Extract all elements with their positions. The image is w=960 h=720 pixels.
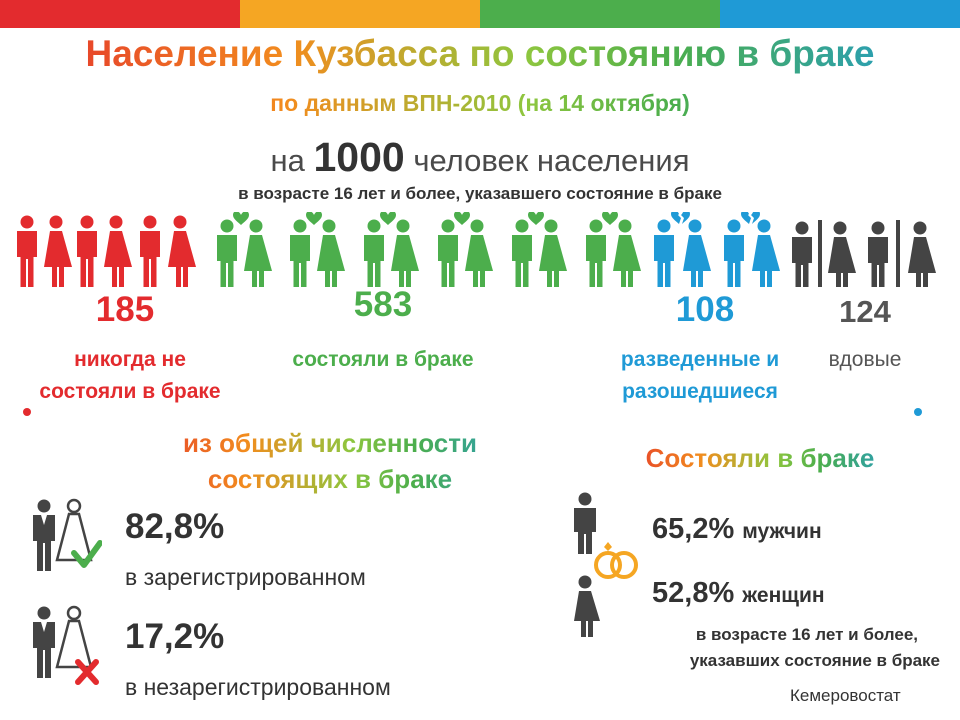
couple-heart-icon: [586, 212, 641, 287]
man-icon: [77, 215, 97, 287]
page-title: Население Кузбасса по состоянию в браке: [0, 33, 960, 75]
age-note: в возрасте 16 лет и более, указавшего со…: [238, 184, 722, 203]
married-label: состояли в браке: [292, 348, 474, 371]
source-label: Кемеровостат: [790, 686, 901, 705]
widowed-value: 124: [839, 294, 891, 329]
registered-label: в зарегистрированном: [125, 564, 366, 590]
man-icon: [17, 215, 37, 287]
never-married-value: 185: [95, 290, 155, 329]
couple-heart-icon: [512, 212, 567, 287]
women-value: 52,8%: [652, 577, 735, 609]
top-color-stripe: [0, 0, 960, 28]
unregistered-couple-icon: [33, 605, 99, 685]
page-subtitle: по данным ВПН-2010 (на 14 октября): [0, 90, 960, 117]
never-married-icons: [17, 215, 196, 287]
married-share-title: из общей численности состоящих в браке: [120, 425, 540, 497]
couple-heart-icon: [438, 212, 493, 287]
stripe-blue: [720, 0, 960, 28]
people-icons-row: [17, 212, 936, 287]
rings-icon: [594, 542, 638, 579]
ever-married-note-line1: в возрасте 16 лет и более,: [695, 625, 918, 644]
per-suffix: человек населения: [413, 143, 690, 178]
divorced-label: разведенные и разошедшиеся: [590, 344, 810, 408]
women-stat: 52,8% женщин: [652, 577, 825, 610]
divorced-couple-icon: [654, 212, 711, 287]
married-share-title-line1: из общей численности: [183, 428, 477, 458]
per-thousand-line: на 1000 человек населения: [0, 134, 960, 181]
unregistered-value: 17,2%: [125, 617, 225, 656]
woman-icon: [168, 215, 196, 287]
widowed-label: вдовые: [828, 348, 902, 371]
stripe-red: [0, 0, 240, 28]
men-label: мужчин: [742, 520, 822, 543]
never-married-label-line2: состояли в браке: [39, 380, 221, 403]
men-value: 65,2%: [652, 513, 735, 545]
woman-icon: [828, 221, 856, 287]
registered-value: 82,8%: [125, 507, 225, 546]
per-prefix: на: [270, 143, 305, 178]
women-label: женщин: [742, 584, 825, 607]
couple-heart-icon: [290, 212, 345, 287]
never-married-label-line1: никогда не: [74, 348, 186, 371]
woman-icon: [574, 575, 600, 637]
woman-icon: [908, 221, 936, 287]
woman-icon: [44, 215, 72, 287]
ever-married-note: в возрасте 16 лет и более, указавших сос…: [560, 622, 940, 674]
stripe-green: [480, 0, 720, 28]
separator-bar: [818, 220, 822, 287]
man-icon: [574, 492, 596, 554]
registered-couple-icon: [33, 498, 102, 571]
per-number: 1000: [313, 134, 405, 180]
couple-heart-icon: [217, 212, 272, 287]
couple-heart-icon: [364, 212, 419, 287]
man-icon: [792, 221, 812, 287]
cross-icon: [75, 659, 99, 685]
man-icon: [868, 221, 888, 287]
unregistered-label: в незарегистрированном: [125, 674, 391, 700]
woman-icon: [104, 215, 132, 287]
check-icon: [71, 540, 102, 568]
stripe-orange: [240, 0, 480, 28]
ever-married-title: Состояли в браке: [610, 440, 910, 476]
separator-bar: [896, 220, 900, 287]
men-stat: 65,2% мужчин: [652, 513, 822, 546]
man-icon: [140, 215, 160, 287]
divorced-couple-icon: [724, 212, 780, 287]
married-share-title-line2: состоящих в браке: [207, 464, 453, 494]
divorced-label-line1: разведенные и: [620, 348, 780, 371]
dotted-divider: [23, 408, 922, 416]
ever-married-note-line2: указавших состояние в браке: [689, 651, 940, 670]
married-value: 583: [353, 285, 413, 324]
divorced-label-line2: разошедшиеся: [622, 380, 778, 403]
never-married-label: никогда не состояли в браке: [0, 344, 260, 408]
divorced-icons: [654, 212, 780, 287]
married-couple-icons: [217, 212, 641, 287]
divorced-value: 108: [675, 290, 735, 329]
ever-married-icons: [574, 492, 638, 637]
widowed-icons: [792, 220, 936, 287]
